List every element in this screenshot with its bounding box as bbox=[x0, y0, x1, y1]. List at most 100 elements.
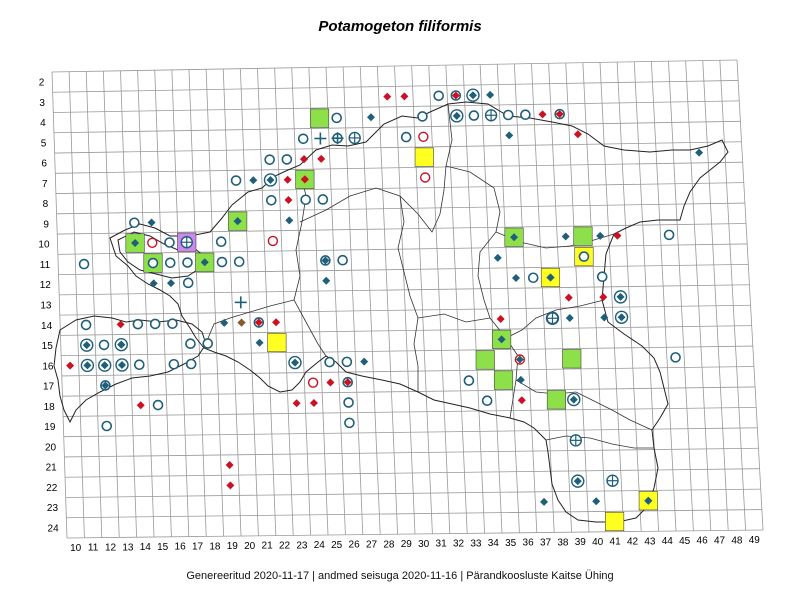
grid-vline bbox=[359, 66, 381, 535]
column-label: 17 bbox=[192, 542, 204, 553]
symbol-plus bbox=[331, 132, 344, 145]
symbol-ring bbox=[317, 194, 329, 205]
grid-vline bbox=[445, 65, 468, 534]
symbol-diamond-red bbox=[564, 293, 573, 302]
symbol-ring-red bbox=[267, 235, 279, 247]
grid-hline bbox=[55, 161, 743, 174]
symbol-ring bbox=[417, 111, 428, 122]
grid-hline bbox=[63, 427, 758, 438]
grid-hline bbox=[53, 120, 741, 134]
row-label: 15 bbox=[42, 341, 54, 352]
column-label: 37 bbox=[540, 538, 552, 549]
symbol-ring bbox=[433, 90, 444, 102]
grid-vline bbox=[68, 71, 85, 538]
grid-vline bbox=[188, 69, 207, 537]
row-label: 14 bbox=[41, 321, 53, 332]
column-label: 35 bbox=[505, 538, 517, 549]
row-label: 2 bbox=[39, 78, 45, 89]
row-label: 13 bbox=[40, 301, 52, 312]
symbol-ring-diamond bbox=[466, 88, 480, 102]
symbol-ring bbox=[164, 237, 175, 248]
symbol-diamond-red bbox=[66, 361, 75, 370]
symbol-ring bbox=[400, 131, 412, 143]
symbol-ring-red bbox=[307, 377, 319, 388]
symbol-diamond-blue bbox=[131, 239, 140, 248]
symbol-diamond-blue bbox=[515, 355, 524, 364]
symbol-diamond-red bbox=[538, 110, 547, 119]
grid-vline bbox=[325, 67, 346, 535]
symbol-diamond-blue bbox=[695, 148, 704, 157]
row-label: 19 bbox=[44, 422, 56, 433]
column-label: 39 bbox=[575, 537, 587, 548]
grid-hline bbox=[62, 386, 756, 397]
column-label: 43 bbox=[644, 536, 656, 547]
grid-vline bbox=[171, 69, 190, 537]
grid-vline bbox=[137, 70, 155, 538]
symbol-ring bbox=[147, 257, 159, 269]
symbol-diamond-red bbox=[254, 318, 263, 327]
symbol-ring bbox=[152, 399, 164, 411]
grid-vline bbox=[342, 66, 364, 535]
symbol-ring-cross bbox=[546, 312, 559, 325]
symbol-diamond-red bbox=[284, 196, 293, 205]
column-label: 45 bbox=[679, 536, 691, 547]
grid-hline bbox=[64, 447, 759, 458]
column-label: 20 bbox=[244, 541, 256, 552]
grid-vline bbox=[582, 62, 607, 532]
column-label: 23 bbox=[296, 540, 308, 551]
symbol-ring-diamond bbox=[614, 310, 629, 324]
symbol-diamond-blue bbox=[285, 216, 294, 225]
symbol-diamond-brown bbox=[237, 318, 246, 327]
grid-vline bbox=[274, 68, 294, 536]
symbol-ring-diamond bbox=[613, 290, 628, 304]
row-label: 3 bbox=[39, 98, 45, 109]
symbol-diamond-red bbox=[225, 461, 234, 470]
column-label: 48 bbox=[731, 535, 743, 546]
grid-vline bbox=[428, 65, 451, 534]
grid-vline bbox=[154, 70, 172, 537]
grid-hline bbox=[59, 304, 751, 316]
symbol-ring-cross bbox=[484, 109, 498, 122]
map-title: Potamogeton filiformis bbox=[318, 18, 482, 35]
grid-vline bbox=[462, 64, 485, 534]
symbol-diamond-red bbox=[317, 154, 326, 163]
symbol-diamond-blue bbox=[565, 314, 574, 323]
symbol-ring bbox=[98, 339, 110, 351]
symbol-diamond-blue bbox=[511, 273, 520, 282]
symbol-diamond-red bbox=[136, 401, 145, 410]
symbol-ring-diamond bbox=[98, 358, 112, 372]
symbol-ring bbox=[331, 112, 342, 124]
symbol-sq-yellow bbox=[605, 511, 625, 532]
row-label: 6 bbox=[41, 159, 47, 170]
symbol-ring-diamond bbox=[450, 109, 464, 123]
symbol-sq-green bbox=[309, 108, 330, 128]
column-label: 27 bbox=[366, 540, 378, 551]
column-label: 13 bbox=[122, 542, 134, 553]
grid-vline bbox=[668, 61, 694, 531]
column-label: 11 bbox=[88, 543, 99, 554]
row-label: 4 bbox=[40, 118, 46, 129]
grid-hline bbox=[61, 366, 754, 377]
column-label: 14 bbox=[140, 542, 152, 553]
symbol-ring bbox=[101, 420, 113, 432]
grid-vline bbox=[565, 62, 590, 533]
symbol-ring-cross bbox=[180, 236, 193, 249]
region-outline bbox=[53, 101, 729, 523]
grid-vline bbox=[616, 62, 642, 532]
symbol-sq-green bbox=[573, 226, 593, 246]
column-label: 16 bbox=[175, 542, 187, 553]
symbol-ring-diamond bbox=[288, 355, 302, 370]
symbol-ring bbox=[80, 319, 92, 331]
grid-vline bbox=[102, 71, 120, 538]
symbol-ring bbox=[215, 236, 227, 248]
symbol-ring bbox=[670, 352, 681, 363]
symbol-diamond-blue bbox=[505, 131, 514, 140]
symbol-ring-red bbox=[418, 131, 429, 142]
symbol-ring bbox=[341, 356, 353, 368]
symbol-ring-red bbox=[419, 172, 431, 183]
symbol-ring bbox=[230, 175, 242, 186]
symbol-ring-diamond bbox=[263, 173, 278, 187]
symbol-ring-diamond bbox=[80, 338, 94, 352]
column-label: 38 bbox=[557, 537, 569, 548]
row-label: 21 bbox=[46, 463, 58, 474]
